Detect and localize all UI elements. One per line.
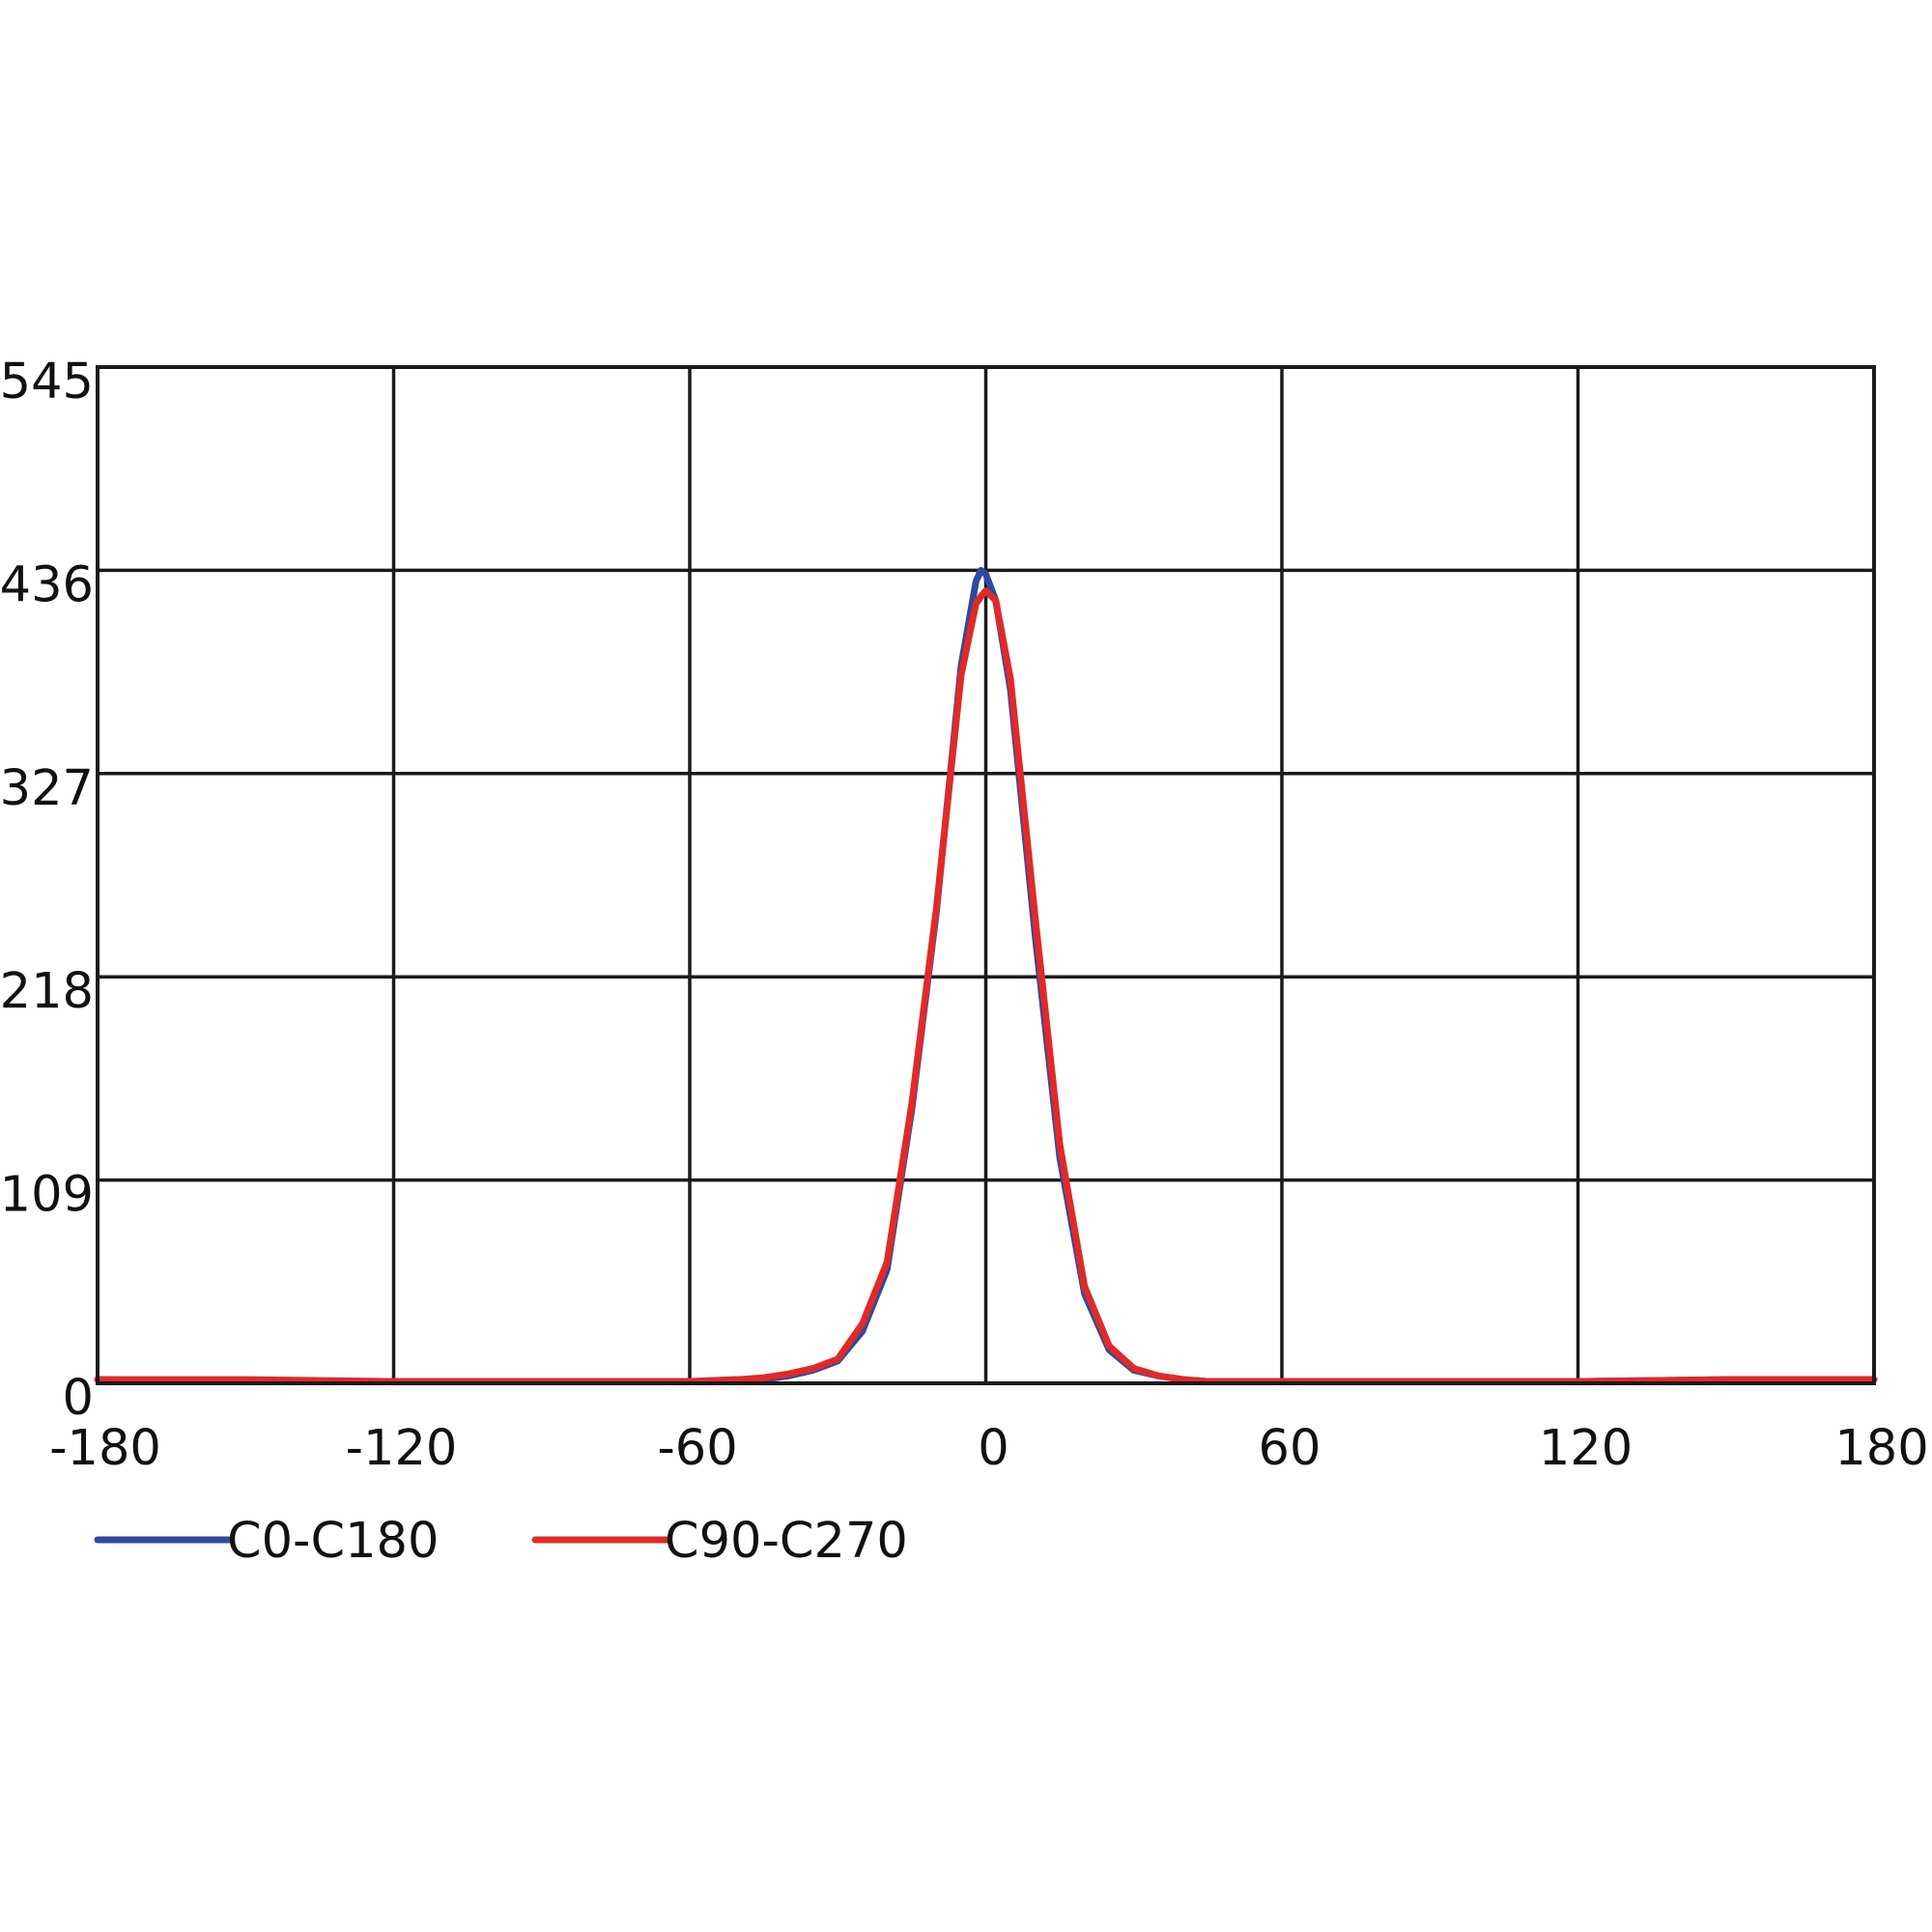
x-tick-label: 120 bbox=[1539, 1420, 1633, 1477]
x-tick-label: -120 bbox=[346, 1420, 458, 1477]
y-tick-label: 327 bbox=[0, 760, 94, 817]
legend-label: C90-C270 bbox=[665, 1513, 908, 1570]
y-tick-label: 218 bbox=[0, 963, 94, 1020]
legend-label: C0-C180 bbox=[227, 1513, 439, 1570]
y-tick-label: 109 bbox=[0, 1167, 94, 1224]
x-tick-label: 0 bbox=[978, 1420, 1009, 1477]
y-tick-label: 545 bbox=[0, 354, 94, 411]
y-tick-label: 436 bbox=[0, 556, 94, 613]
x-tick-label: 180 bbox=[1834, 1420, 1928, 1477]
x-tick-label: 60 bbox=[1259, 1420, 1321, 1477]
x-tick-label: -180 bbox=[49, 1420, 161, 1477]
plot-frame bbox=[96, 365, 1876, 1385]
x-tick-label: -60 bbox=[657, 1420, 737, 1477]
y-tick-label: 0 bbox=[63, 1370, 94, 1427]
